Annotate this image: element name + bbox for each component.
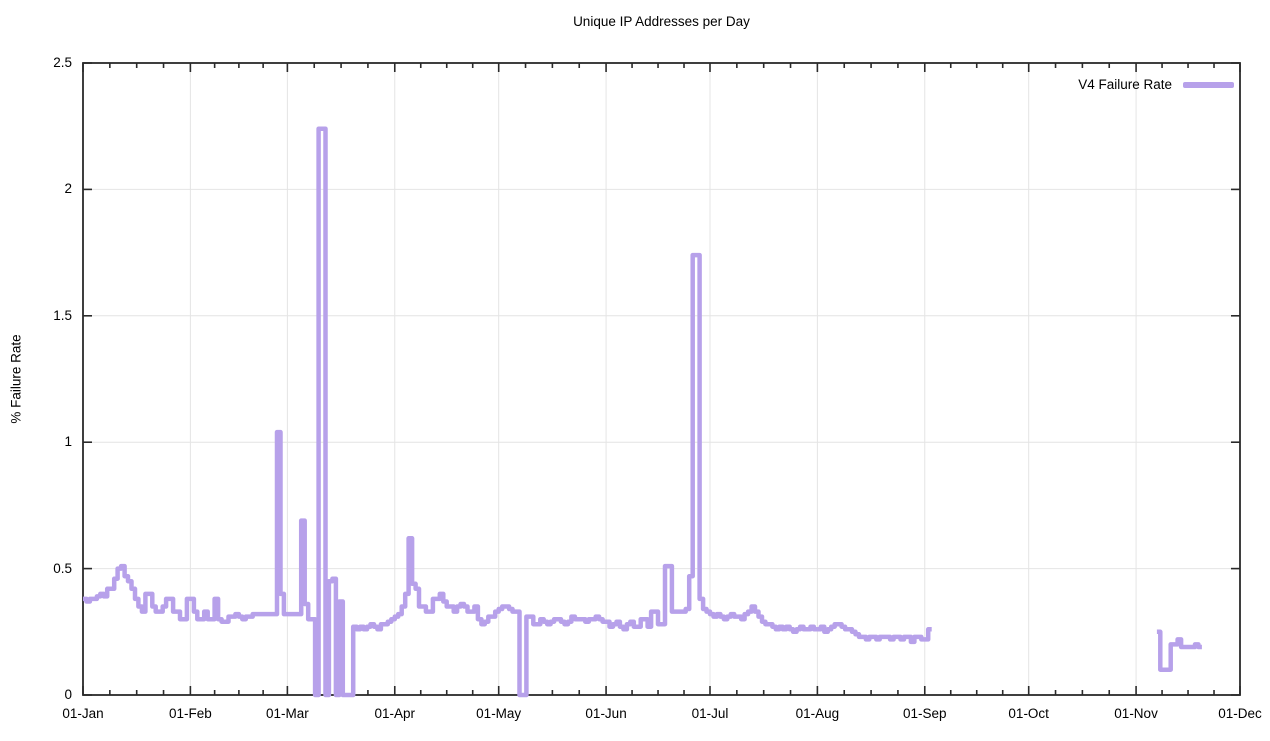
y-tick-label: 1.5 — [53, 307, 72, 323]
y-tick-label: 1 — [64, 434, 72, 450]
chart-title: Unique IP Addresses per Day — [573, 14, 750, 29]
x-tick-label: 01-Nov — [1114, 706, 1158, 721]
plot-border — [82, 62, 1241, 696]
y-tick-label: 2 — [64, 181, 72, 197]
y-tick-label: 0.5 — [53, 560, 72, 576]
x-tick-label: 01-Dec — [1218, 706, 1262, 721]
x-tick-label: 01-May — [476, 706, 522, 721]
v4-failure-rate-line — [83, 126, 932, 698]
y-tick-label: 0 — [64, 687, 72, 702]
v4-failure-rate-line — [1156, 629, 1202, 672]
x-tick-label: 01-Jan — [62, 706, 104, 721]
x-tick-label: 01-Aug — [795, 706, 840, 721]
x-tick-label: 01-Feb — [168, 706, 212, 721]
x-tick-label: 01-Jul — [691, 706, 729, 721]
legend-swatch — [1183, 82, 1234, 88]
x-tick-label: 01-Sep — [902, 706, 947, 721]
x-tick-label: 01-Mar — [265, 706, 309, 721]
x-tick-label: 01-Oct — [1008, 706, 1049, 721]
x-tick-label: 01-Apr — [374, 706, 416, 721]
y-tick-label: 2.5 — [53, 55, 72, 70]
legend-label: V4 Failure Rate — [1078, 77, 1172, 92]
x-tick-label: 01-Jun — [585, 706, 627, 721]
